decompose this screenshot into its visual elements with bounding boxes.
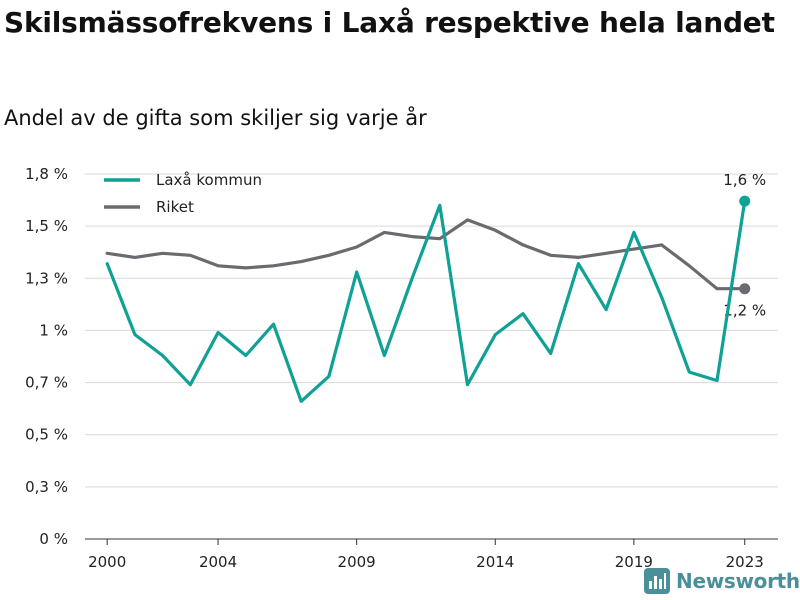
y-axis: 0 % 0,3 % 0,5 % 0,7 % 1 % 1,3 % 1,5 % 1,8 % xyxy=(25,165,68,548)
y-tick-label: 0 % xyxy=(39,530,68,548)
series-line-laxa xyxy=(105,199,747,403)
brand-logo: Newsworthy xyxy=(644,568,800,594)
chart-title: Skilsmässofrekvens i Laxå respektive hel… xyxy=(4,6,775,39)
chart-subtitle: Andel av de gifta som skiljer sig varje … xyxy=(4,106,427,130)
y-tick-label: 1,8 % xyxy=(25,165,68,183)
legend-label: Laxå kommun xyxy=(156,171,262,189)
x-tick-label: 2019 xyxy=(615,553,653,571)
plot-lines: 1,2 % 1,6 % xyxy=(105,171,766,403)
end-value-label: 1,2 % xyxy=(723,302,766,320)
brand-name: Newsworthy xyxy=(676,569,800,593)
y-tick-label: 1 % xyxy=(39,321,68,339)
legend: Laxå kommun Riket xyxy=(104,171,262,216)
x-tick-label: 2009 xyxy=(338,553,376,571)
legend-label: Riket xyxy=(156,198,194,216)
y-tick-label: 0,5 % xyxy=(25,426,68,444)
x-axis: 2000 2004 2009 2014 2019 2023 xyxy=(88,539,764,571)
x-tick-label: 2004 xyxy=(199,553,237,571)
end-value-label: 1,6 % xyxy=(723,171,766,189)
x-tick-label: 2014 xyxy=(476,553,514,571)
y-tick-label: 0,7 % xyxy=(25,374,68,392)
series-endpoint xyxy=(739,195,751,207)
y-tick-label: 0,3 % xyxy=(25,478,68,496)
series-endpoint xyxy=(739,283,751,295)
newsworthy-logo-icon xyxy=(644,568,670,594)
y-tick-label: 1,5 % xyxy=(25,217,68,235)
x-tick-label: 2000 xyxy=(88,553,126,571)
x-tick-label: 2023 xyxy=(726,553,764,571)
y-tick-label: 1,3 % xyxy=(25,269,68,287)
